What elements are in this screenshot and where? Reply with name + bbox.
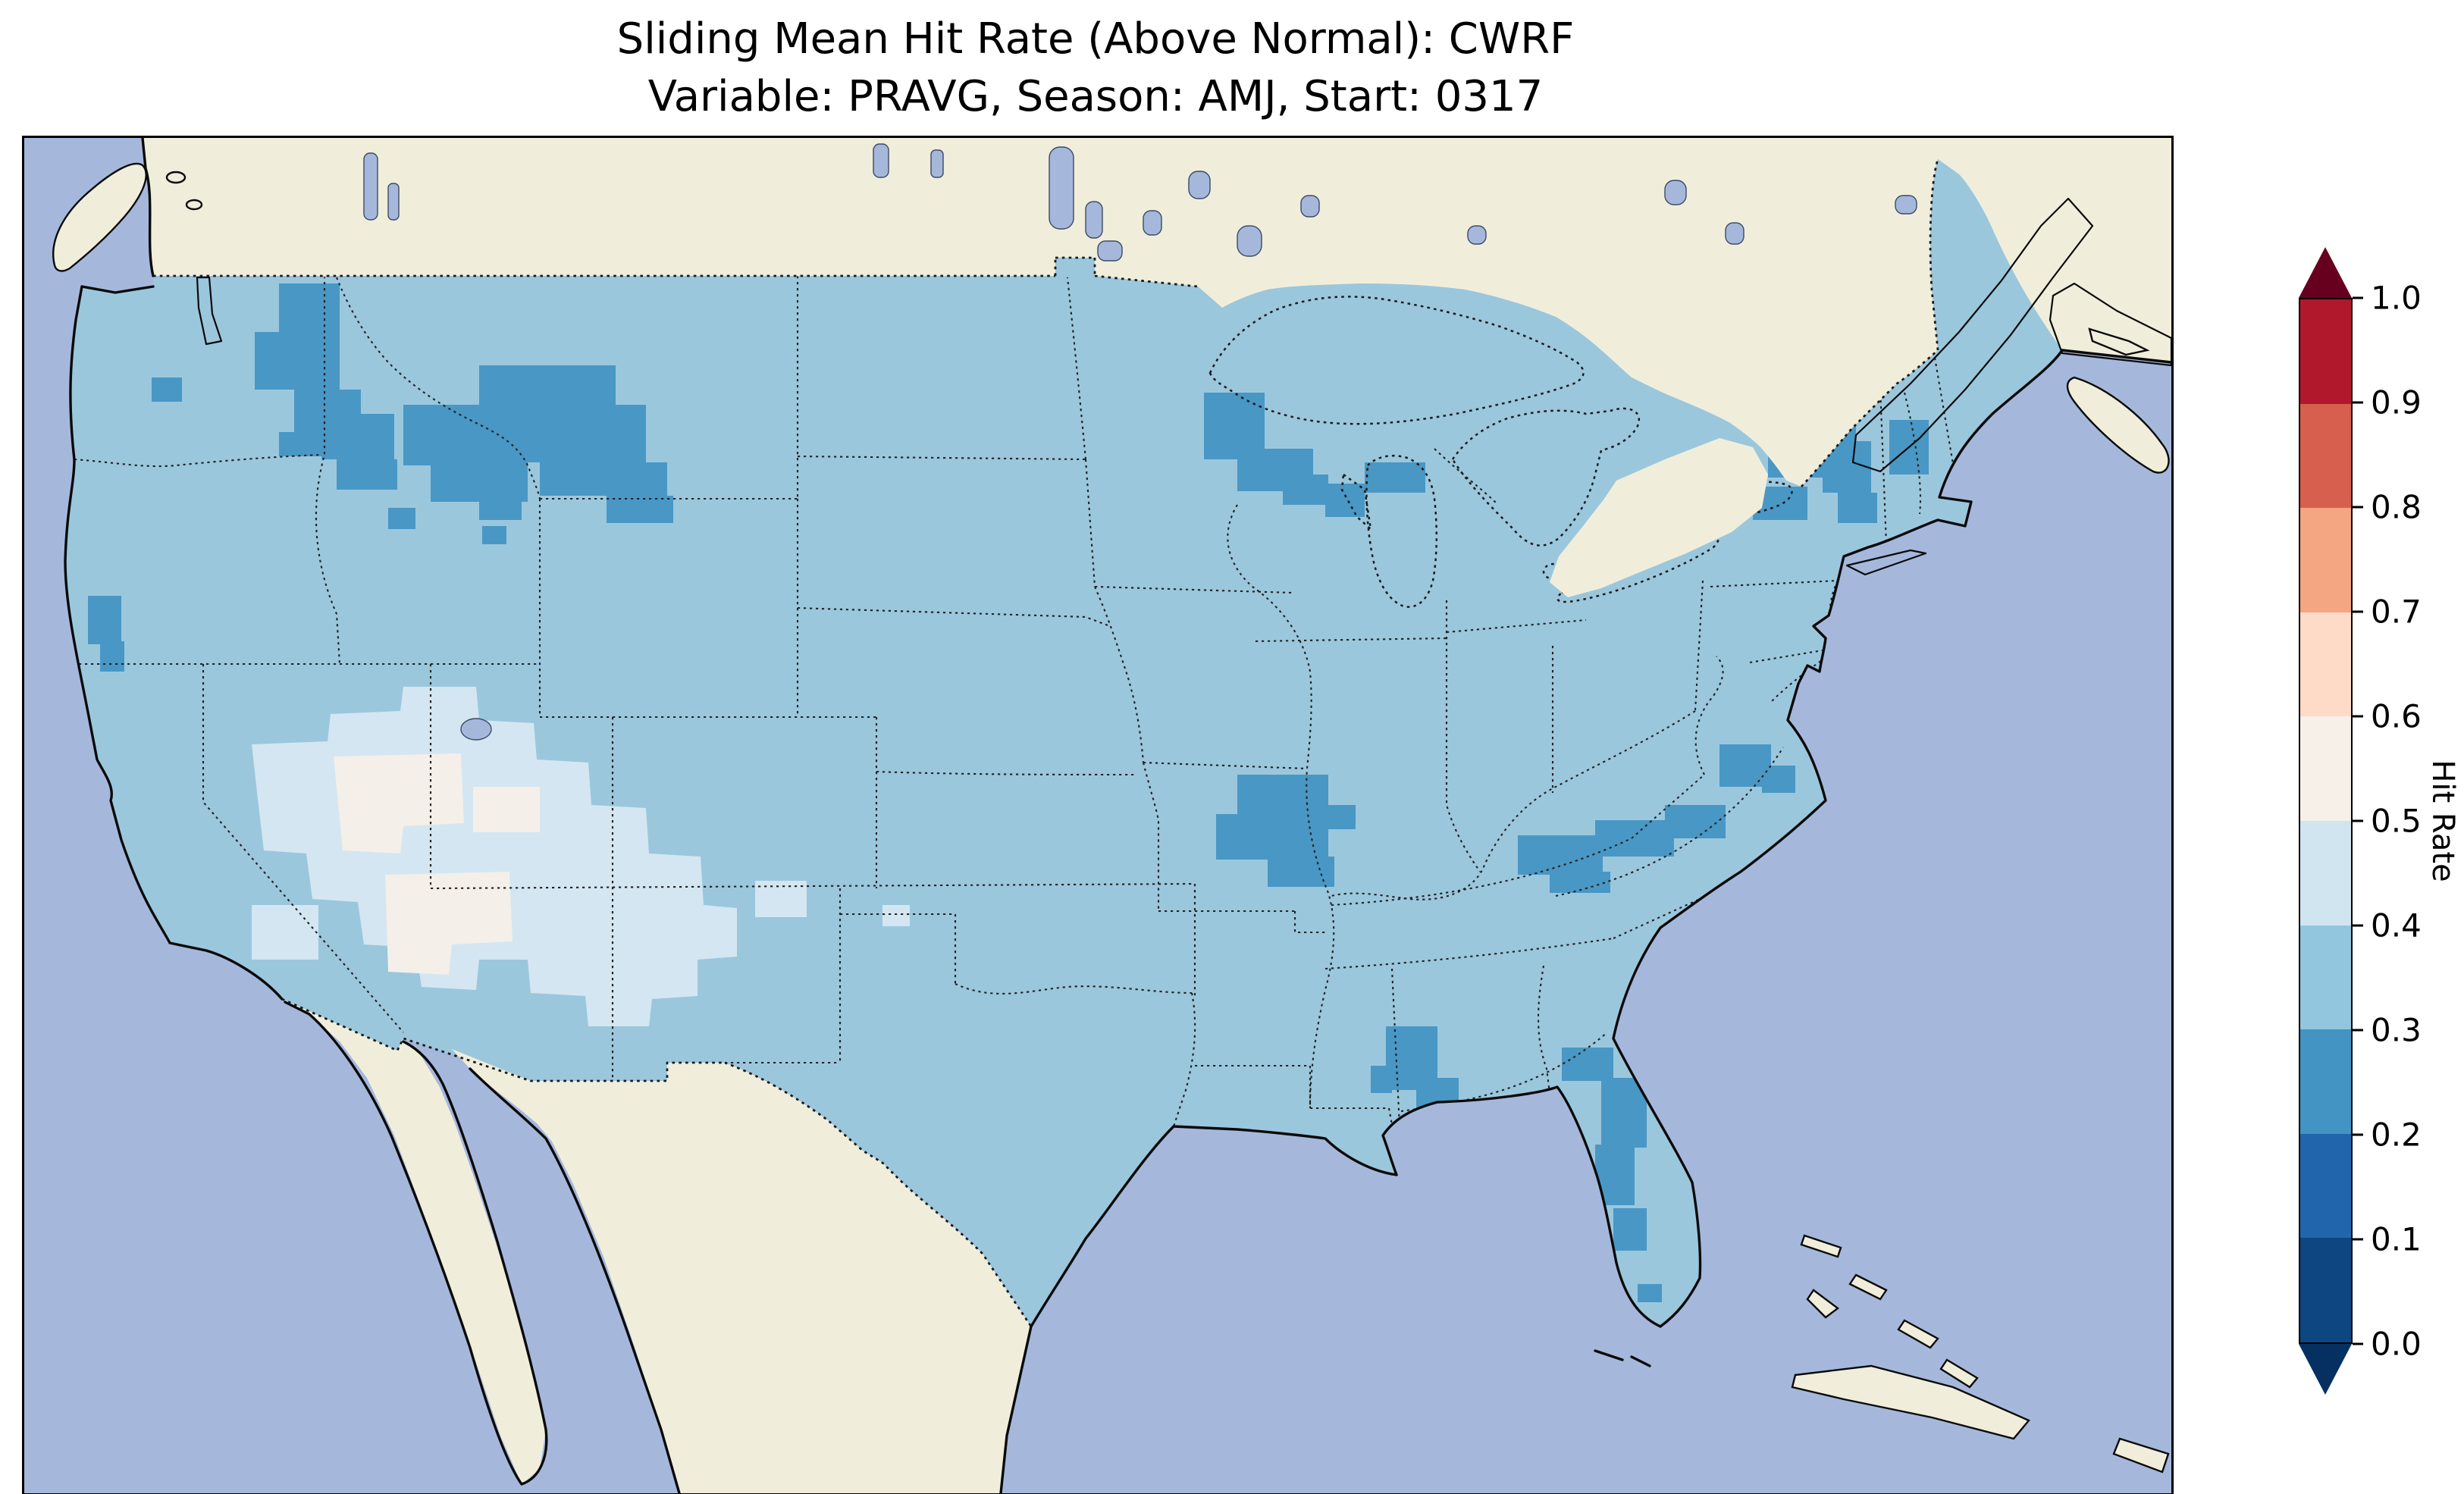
great-salt-lake — [460, 718, 492, 741]
us-canada-border — [153, 158, 1939, 487]
title-line-1: Sliding Mean Hit Rate (Above Normal): CW… — [616, 14, 1575, 64]
tick-mark — [2353, 715, 2363, 718]
bc-coast — [141, 138, 155, 277]
tick-label: 0.1 — [2371, 1220, 2422, 1258]
mexico-pacific-coast — [469, 1067, 681, 1493]
tick-label: 0.9 — [2371, 384, 2422, 421]
map-canvas — [22, 136, 2174, 1494]
us-mexico-border — [281, 998, 1033, 1327]
tick-label: 0.4 — [2371, 907, 2422, 944]
colorbar-body — [2299, 298, 2353, 1344]
ontario-peninsula — [1550, 438, 1768, 597]
colorbar-tick-0.7: 0.7 — [2353, 594, 2422, 631]
tick-label: 1.0 — [2371, 279, 2422, 317]
tick-mark — [2353, 819, 2363, 822]
hit-rate-patches-02-03 — [88, 283, 1929, 1302]
west-coast — [64, 285, 284, 1001]
prince-edward-island — [2088, 327, 2150, 356]
hispaniola — [2112, 1437, 2170, 1474]
colorbar-tick-0.1: 0.1 — [2353, 1221, 2422, 1258]
international-borders — [153, 158, 1939, 1327]
colorbar-segment-0.4-0.5 — [2300, 821, 2351, 926]
green-bay — [1340, 473, 1372, 531]
mexico-gulf-coast — [999, 1325, 1033, 1493]
colorbar-tick-1.0: 1.0 — [2353, 280, 2422, 317]
colorbar-ticks: 0.0 0.1 0.2 0.3 0.4 0.5 0.6 0.7 0.8 0.9 1.0 — [2353, 280, 2464, 1363]
islands — [52, 162, 2170, 1474]
colorbar-tick-0.6: 0.6 — [2353, 698, 2422, 735]
tick-label: 0.5 — [2371, 802, 2422, 840]
colorbar-segment-0.6-0.7 — [2300, 612, 2351, 717]
mexico-landmass — [282, 999, 1031, 1493]
gulf-coast — [1030, 1085, 1662, 1328]
colorbar-tick-0.3: 0.3 — [2353, 1012, 2422, 1049]
title-line-2: Variable: PRAVG, Season: AMJ, Start: 031… — [647, 72, 1544, 121]
tick-mark — [2353, 1238, 2363, 1241]
lake-superior — [1208, 296, 1585, 425]
colorbar-tick-0.2: 0.2 — [2353, 1117, 2422, 1154]
east-coast — [1612, 349, 2064, 1328]
gulf-of-st-lawrence — [2049, 282, 2171, 367]
tick-label: 0.3 — [2371, 1011, 2422, 1049]
figure-title: Sliding Mean Hit Rate (Above Normal): CW… — [22, 11, 2169, 126]
maritimes-coast — [2061, 349, 2171, 364]
colorbar-segment-0.0-0.1 — [2300, 1238, 2351, 1342]
baja-coast — [284, 1001, 548, 1486]
tick-mark — [2353, 924, 2363, 927]
tick-mark — [2353, 401, 2363, 404]
colorbar-tick-0.9: 0.9 — [2353, 384, 2422, 421]
tick-mark — [2353, 1133, 2363, 1136]
colorbar-segment-0.7-0.8 — [2300, 508, 2351, 612]
colorbar-tick-0.0: 0.0 — [2353, 1326, 2422, 1363]
florida-keys — [1594, 1349, 1651, 1367]
state-borders — [74, 276, 1955, 1142]
colorbar-tick-0.8: 0.8 — [2353, 489, 2422, 526]
tick-mark — [2353, 610, 2363, 613]
st-lawrence — [1851, 197, 2171, 473]
tick-label: 0.0 — [2371, 1325, 2422, 1363]
colorbar-segment-0.8-0.9 — [2300, 403, 2351, 509]
colorbar-label: Hit Rate — [2425, 760, 2460, 882]
bahamas — [1800, 1234, 1842, 1258]
canada-lakes — [363, 143, 1917, 262]
vancouver-island — [52, 162, 147, 272]
colorbar-tick-0.4: 0.4 — [2353, 907, 2422, 944]
tick-mark — [2353, 1342, 2363, 1345]
colorbar-over-arrow — [2299, 247, 2352, 298]
lake-erie — [1556, 531, 1720, 603]
tick-label: 0.6 — [2371, 697, 2422, 735]
long-island — [1845, 549, 1927, 576]
colorbar-segment-0.2-0.3 — [2300, 1029, 2351, 1134]
tick-label: 0.7 — [2371, 593, 2422, 631]
colorbar: 0.0 0.1 0.2 0.3 0.4 0.5 0.6 0.7 0.8 0.9 1.0 — [2299, 247, 2422, 1395]
tick-mark — [2353, 1029, 2363, 1032]
tick-mark — [2353, 506, 2363, 509]
tick-label: 0.8 — [2371, 488, 2422, 526]
nova-scotia — [2066, 376, 2170, 474]
colorbar-tick-0.5: 0.5 — [2353, 803, 2422, 840]
colorbar-segment-0.1-0.2 — [2300, 1133, 2351, 1239]
coastlines — [64, 138, 2171, 1493]
canada-landmass — [24, 138, 2171, 487]
puget-sound — [196, 276, 223, 346]
cuba — [1791, 1364, 2030, 1440]
colorbar-under-arrow — [2299, 1344, 2352, 1395]
tick-label: 0.2 — [2371, 1116, 2422, 1154]
lake-michigan — [1365, 455, 1438, 608]
colorbar-segment-0.9-1.0 — [2300, 299, 2351, 404]
hit-rate-patches-05-06 — [334, 753, 540, 975]
colorbar-segment-0.5-0.6 — [2300, 716, 2351, 822]
colorbar-segment-0.3-0.4 — [2300, 925, 2351, 1030]
us-hit-rate-map — [24, 138, 2171, 1493]
tick-mark — [2353, 296, 2363, 299]
